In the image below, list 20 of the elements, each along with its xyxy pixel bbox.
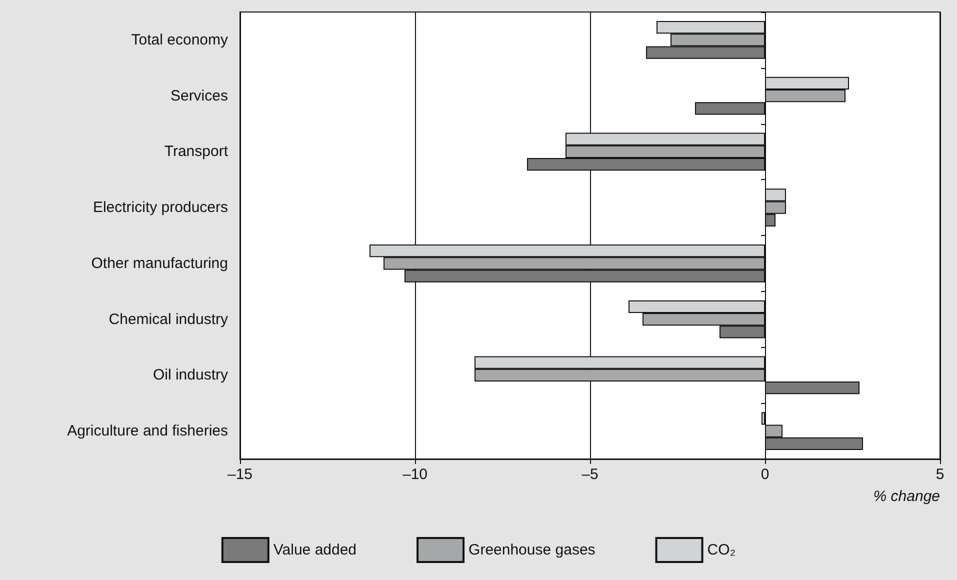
legend-label: CO₂ bbox=[707, 542, 736, 558]
x-tick-label: –15 bbox=[227, 466, 253, 483]
x-tick-label: –5 bbox=[582, 466, 598, 483]
legend-label: Value added bbox=[273, 542, 357, 558]
y-tick-label: Chemical industry bbox=[108, 310, 228, 328]
y-tick-label: Agriculture and fisheries bbox=[67, 422, 228, 440]
bar bbox=[762, 412, 765, 425]
y-tick-label: Total economy bbox=[131, 31, 228, 48]
bar bbox=[695, 102, 765, 115]
y-tick-label: Electricity producers bbox=[92, 199, 228, 216]
y-tick-label: Other manufacturing bbox=[91, 254, 228, 272]
bar bbox=[765, 382, 860, 394]
y-tick-label: Transport bbox=[164, 143, 229, 160]
y-tick-label: Oil industry bbox=[152, 366, 228, 384]
x-tick-label: 0 bbox=[760, 466, 770, 483]
legend-label: Greenhouse gases bbox=[468, 542, 596, 558]
x-axis-title: % change bbox=[873, 488, 940, 505]
x-tick-label: 5 bbox=[936, 466, 944, 483]
x-tick-label: –10 bbox=[402, 466, 428, 483]
y-tick-label: Services bbox=[170, 87, 228, 104]
